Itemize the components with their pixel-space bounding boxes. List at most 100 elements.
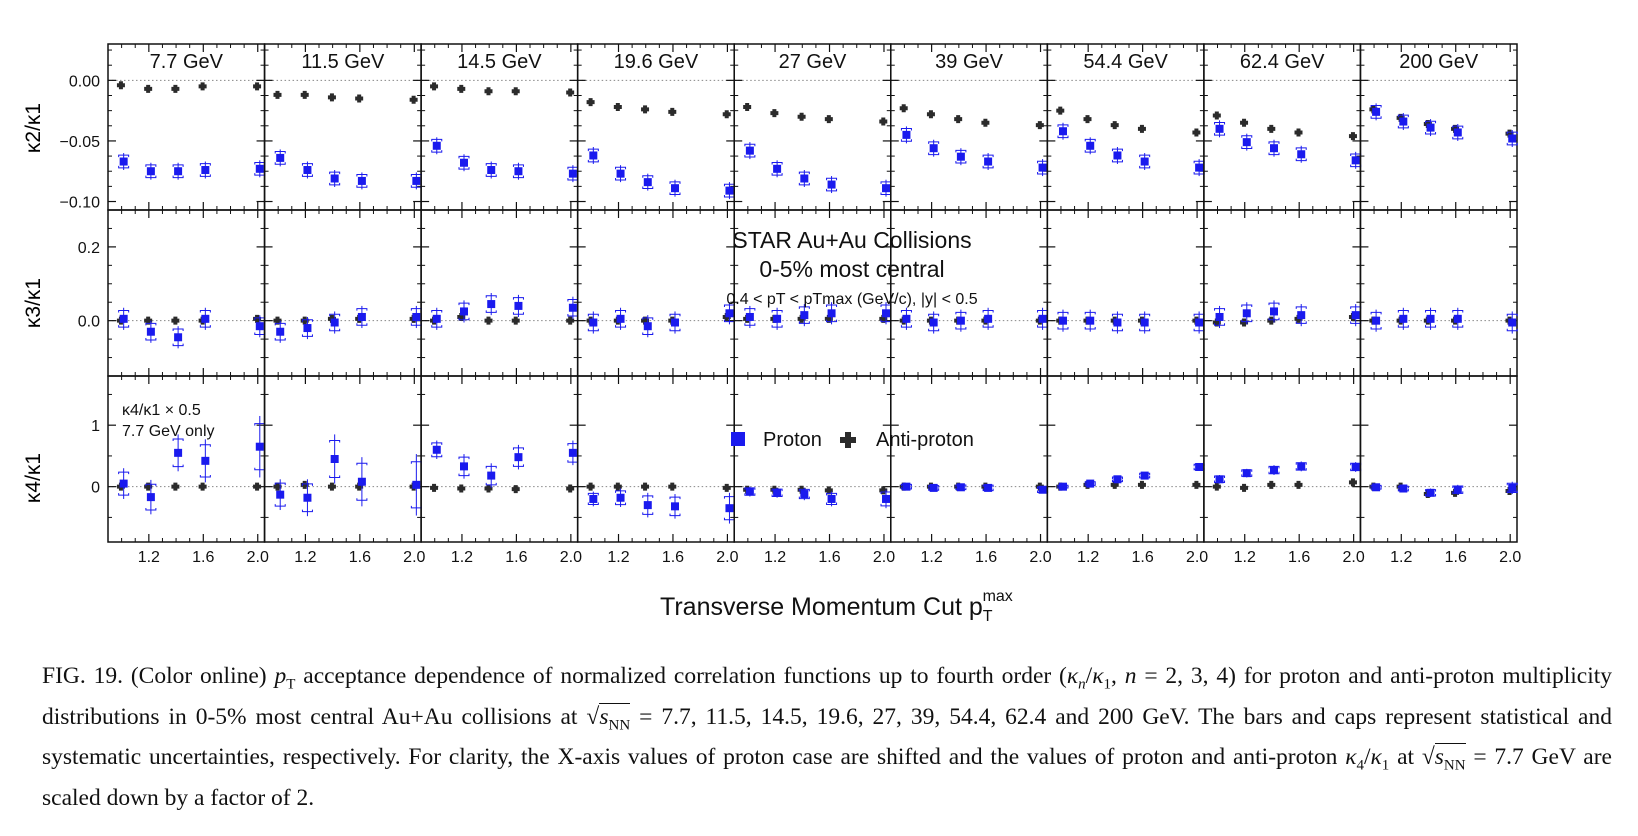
proton-marker: [201, 314, 210, 323]
antiproton-marker: [327, 482, 336, 491]
proton-marker: [1372, 316, 1381, 325]
caption-part3: ,: [1110, 663, 1125, 689]
panel-frame: [733, 375, 892, 543]
antiproton-marker: [1192, 128, 1201, 137]
proton-systematic-cap: [458, 456, 470, 477]
xtick-label: 1.2: [764, 549, 786, 566]
antiproton-marker: [1267, 480, 1276, 489]
proton-marker: [330, 174, 339, 183]
caption-part4: = 2, 3, 4) for proton and anti-proton mu…: [42, 663, 1613, 730]
antiproton-marker: [355, 94, 364, 103]
xtick-label: 1.2: [294, 549, 316, 566]
proton-systematic-cap: [1111, 148, 1123, 163]
energy-label: 200 GeV: [1399, 51, 1479, 73]
proton-systematic-cap: [301, 319, 313, 337]
proton-marker: [902, 482, 911, 491]
proton-systematic-cap: [615, 490, 627, 506]
proton-marker: [1195, 462, 1204, 471]
proton-systematic-cap: [669, 181, 681, 196]
proton-marker: [745, 146, 754, 155]
proton-systematic-cap: [274, 151, 286, 165]
xtick-label: 1.6: [975, 549, 997, 566]
antiproton-marker: [484, 316, 493, 325]
proton-marker: [671, 184, 680, 193]
proton-marker: [514, 453, 523, 462]
panel-frame: [1203, 375, 1362, 543]
xtick-label: 1.6: [192, 549, 214, 566]
proton-marker: [1269, 144, 1278, 153]
antiproton-marker: [253, 82, 262, 91]
proton-systematic-cap: [512, 164, 524, 179]
proton-marker: [174, 167, 183, 176]
proton-marker: [1140, 471, 1149, 480]
panel-frame: [263, 375, 422, 543]
antiproton-marker: [409, 95, 418, 104]
proton-systematic-cap: [1295, 147, 1307, 162]
proton-systematic-cap: [982, 154, 994, 169]
proton-systematic-cap: [900, 310, 912, 328]
proton-marker: [956, 152, 965, 161]
proton-systematic-cap: [485, 295, 497, 313]
proton-marker: [929, 318, 938, 327]
antiproton-marker: [1240, 118, 1249, 127]
proton-marker: [201, 456, 210, 465]
proton-marker: [412, 480, 421, 489]
proton-systematic-cap: [1139, 313, 1151, 332]
panel-frame: [576, 375, 735, 543]
proton-marker: [1242, 309, 1251, 318]
proton-marker: [568, 169, 577, 178]
proton-marker: [616, 314, 625, 323]
caption-pt: p: [274, 663, 287, 689]
proton-marker: [1113, 318, 1122, 327]
proton-marker: [800, 174, 809, 183]
proton-marker: [514, 301, 523, 310]
proton-systematic-cap: [1268, 141, 1280, 156]
antiproton-marker: [899, 104, 908, 113]
proton-systematic-cap: [1084, 311, 1096, 330]
proton-systematic-cap: [1397, 310, 1409, 328]
antiproton-marker: [144, 316, 153, 325]
antiproton-marker: [879, 117, 888, 126]
proton-marker: [1453, 314, 1462, 323]
proton-systematic-cap: [329, 440, 341, 478]
proton-marker: [773, 314, 782, 323]
proton-marker: [514, 167, 523, 176]
proton-systematic-cap: [512, 297, 524, 315]
proton-marker: [119, 314, 128, 323]
xtick-label: 1.2: [1390, 549, 1412, 566]
proton-marker: [616, 493, 625, 502]
proton-systematic-cap: [1397, 114, 1409, 129]
proton-systematic-cap: [587, 313, 599, 332]
proton-systematic-cap: [458, 155, 470, 170]
proton-marker: [1399, 117, 1408, 126]
proton-systematic-cap: [955, 149, 967, 164]
caption-sqrt-sub: NN: [608, 717, 631, 734]
caption-sqrt2: sNN: [1434, 743, 1466, 774]
proton-marker: [902, 130, 911, 139]
xtick-label: 2.0: [1186, 549, 1208, 566]
proton-marker: [589, 151, 598, 160]
proton-marker: [330, 318, 339, 327]
xtick-label: 1.2: [920, 549, 942, 566]
proton-systematic-cap: [172, 164, 184, 179]
proton-marker: [589, 494, 598, 503]
proton-marker: [1058, 482, 1067, 491]
proton-marker: [255, 442, 264, 451]
annotation-centrality: 0-5% most central: [759, 256, 944, 282]
proton-systematic-cap: [1370, 104, 1382, 119]
proton-systematic-cap: [431, 310, 443, 328]
proton-marker: [929, 144, 938, 153]
panel-frame: [1046, 375, 1205, 543]
proton-marker: [1195, 163, 1204, 172]
antiproton-marker: [300, 90, 309, 99]
caption-part6: at: [1389, 744, 1422, 771]
antiproton-marker: [824, 486, 833, 495]
proton-marker: [1215, 475, 1224, 484]
antiproton-marker: [1137, 480, 1146, 489]
proton-systematic-cap: [485, 163, 497, 177]
xtick-label: 1.2: [451, 549, 473, 566]
antiproton-marker: [722, 483, 731, 492]
antiproton-marker: [1294, 480, 1303, 489]
proton-marker: [1399, 314, 1408, 323]
proton-marker: [956, 483, 965, 492]
